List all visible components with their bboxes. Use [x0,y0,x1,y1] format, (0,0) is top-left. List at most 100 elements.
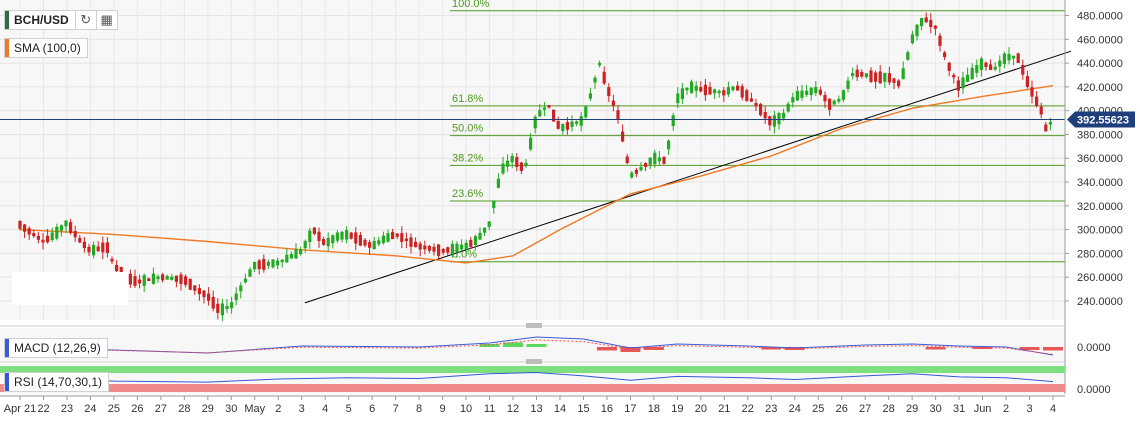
macd-histogram-bar [972,347,993,349]
x-tick-label: 14 [554,403,566,415]
candle-body [933,25,937,29]
x-tick-label: 23 [61,403,73,415]
x-tick-label: 31 [953,403,965,415]
rsi-axis-label: 0.0000 [1077,384,1111,396]
macd-badge[interactable]: MACD (12,26,9) [4,338,108,358]
candle-body [225,305,229,310]
x-tick-label: 22 [742,403,754,415]
y-tick-label: 440.0000 [1077,58,1123,70]
candle-body [82,241,86,249]
x-tick-label: 16 [601,403,613,415]
candle-body [584,106,588,118]
candle-body [32,233,36,237]
rsi-badge[interactable]: RSI (14,70,30,1) [4,372,110,392]
candle-body [809,87,813,96]
candle-body [763,112,767,119]
candle-body [363,239,367,246]
candle-body [326,237,330,247]
x-tick-label: 24 [84,403,96,415]
candle-body [1044,124,1048,132]
sma-badge[interactable]: SMA (100,0) [4,38,88,58]
candle-body [510,155,514,163]
candle-body [552,109,556,122]
candle-body [248,269,252,277]
y-tick-label: 320.0000 [1077,201,1123,213]
candle-body [901,68,905,80]
candle-body [979,58,983,71]
x-tick-label: 23 [765,403,777,415]
candle-body [377,240,381,245]
candle-body [593,77,597,83]
candle-body [538,110,542,117]
candle-body [216,303,220,313]
sma-label: SMA (100,0) [14,41,81,55]
candle-body [708,86,712,95]
candle-body [832,100,836,105]
candle-body [483,227,487,233]
candle-body [795,90,799,101]
calendar-icon[interactable]: ▦ [95,11,117,29]
candle-body [515,157,519,168]
candle-body [41,239,45,243]
candle-body [506,160,510,167]
fib-level-label: 100.0% [452,0,490,10]
candle-body [299,249,303,255]
candle-body [501,163,505,174]
candle-body [27,228,31,235]
candle-body [588,93,592,99]
candle-body [998,60,1002,67]
candle-body [308,230,312,242]
macd-histogram-bar [1043,347,1063,351]
y-tick-label: 280.0000 [1077,248,1123,260]
candle-body [602,71,606,84]
candle-body [694,85,698,91]
y-tick-label: 480.0000 [1077,11,1123,23]
candle-body [644,163,648,167]
macd-line [19,336,1054,356]
y-tick-label: 420.0000 [1077,82,1123,94]
candle-body [469,239,473,247]
candle-body [883,72,887,82]
candle-body [823,95,827,102]
refresh-icon[interactable]: ↻ [74,11,96,29]
candle-body [542,107,546,110]
candle-body [473,236,477,246]
fib-level-label: 50.0% [452,123,483,135]
x-tick-label: 27 [859,403,871,415]
candle-body [570,121,574,127]
macd-histogram-bar [503,342,524,347]
candle-body [961,77,965,89]
candle-body [855,69,859,78]
candle-body [1048,122,1052,125]
candle-body [984,62,988,68]
x-tick-label: 24 [789,403,801,415]
candle-body [395,233,399,237]
rsi-label: RSI (14,70,30,1) [14,375,103,389]
candle-body [197,288,201,295]
candle-body [234,293,238,301]
candle-body [952,74,956,78]
candle-body [956,80,960,91]
x-tick-label: 26 [836,403,848,415]
candle-body [680,88,684,100]
candle-body [156,276,160,280]
candle-body [368,242,372,248]
candle-body [220,303,224,316]
candle-body [322,239,326,245]
candle-body [271,259,275,268]
y-tick-label: 260.0000 [1077,272,1123,284]
x-tick-label: 28 [178,403,190,415]
candle-body [128,273,132,285]
candle-body [533,116,537,129]
candle-body [340,231,344,240]
x-tick-label: 3 [1026,403,1032,415]
x-tick-label: 12 [507,403,519,415]
candle-body [230,302,234,309]
x-tick-label: 17 [624,403,636,415]
candle-body [722,90,726,96]
fib-level-label: 61.8% [452,93,483,105]
candle-body [864,73,868,78]
symbol-badge[interactable]: BCH/USD ↻ ▦ [4,10,118,30]
candle-body [938,35,942,46]
candle-body [947,62,951,71]
